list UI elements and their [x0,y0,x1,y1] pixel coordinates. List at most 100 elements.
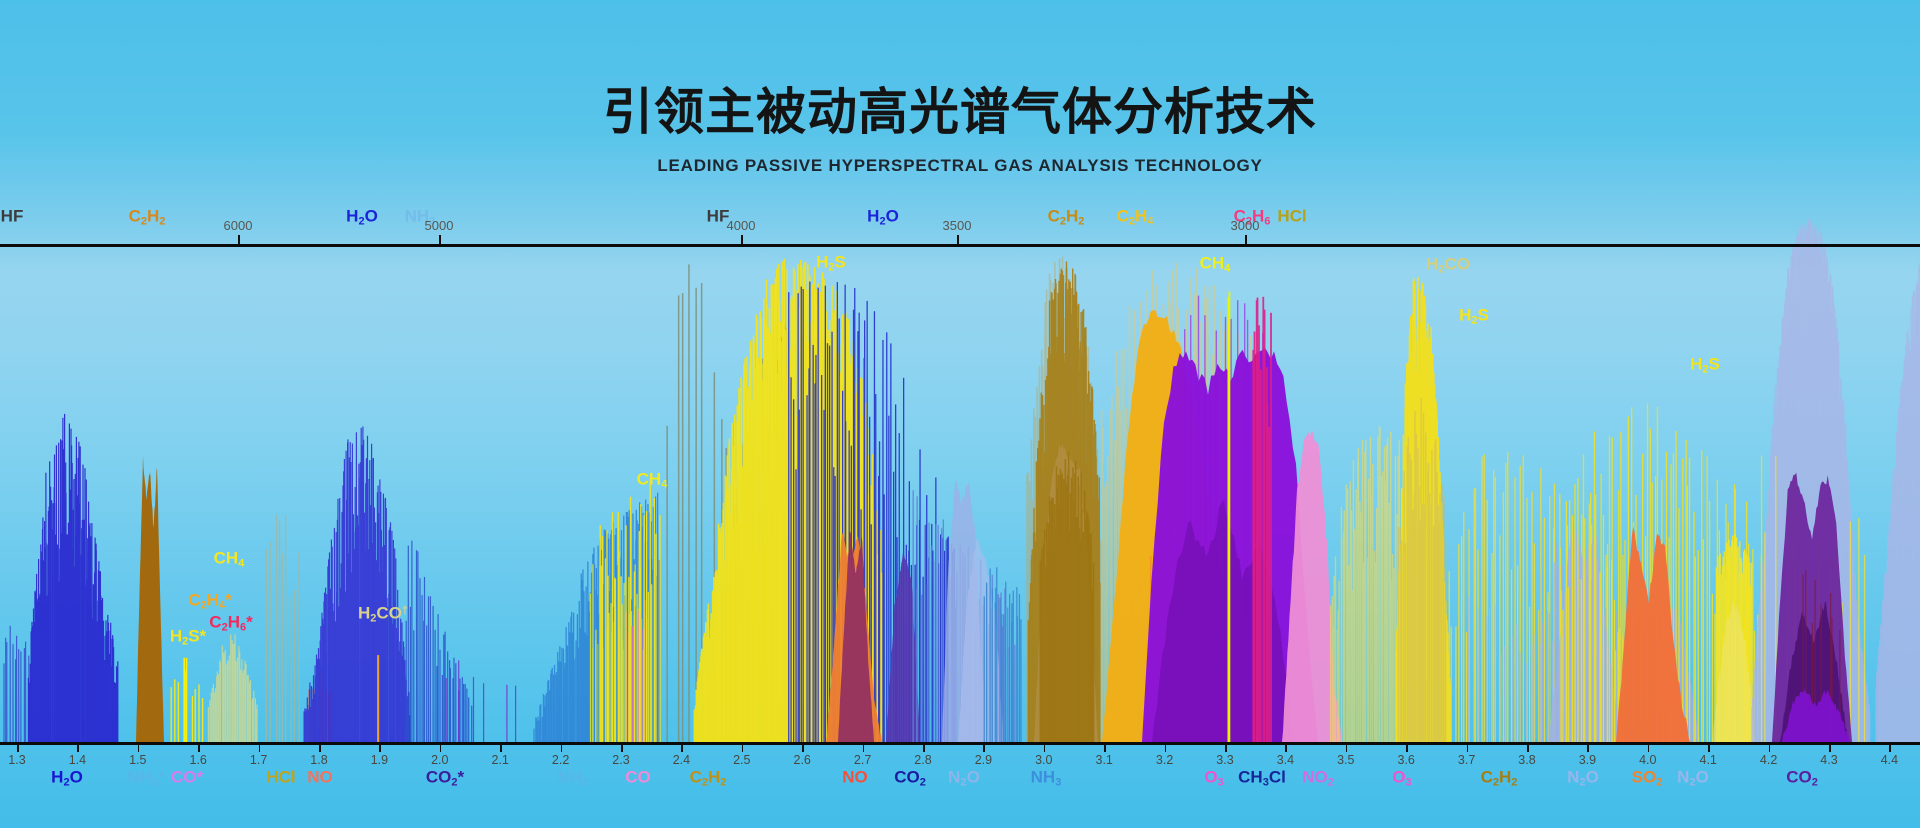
wavelength-tick [1345,745,1348,752]
wavelength-tick-label: 3.4 [1276,753,1295,767]
wavelength-tick [1466,745,1469,752]
wavelength-tick-label: 1.6 [189,753,207,767]
wavelength-tick-label: 4.1 [1699,753,1717,767]
band-lavender-sparse [1468,596,1558,742]
wavenumber-tick-label: 4000 [726,218,756,233]
chart-gas-label-C2H4: C2H4* [188,590,232,612]
wavenumber-tick-label: 3000 [1230,218,1260,233]
band-gray-green-talls [265,514,300,742]
chart-gas-label-H2S: H2S [816,252,846,274]
band-h2o-1.4 [27,413,119,742]
band-h2o-blue-talls [788,281,957,742]
wavelength-tick [1104,745,1106,752]
wavelength-tick-label: 2.9 [974,753,993,767]
chart-gas-label-CH4: CH4 [636,469,668,491]
wavelength-tick [1225,745,1227,752]
wavelength-tick [862,745,865,752]
chart-gas-label-H2S: H2S* [169,626,207,648]
wavelength-tick [1768,745,1771,752]
wavenumber-tick [1245,235,1247,244]
top-gas-label-HCl: HCl [1277,206,1307,226]
bottom-gas-label-NO2: NO2 [1302,767,1334,789]
band-magenta-streaks [1252,296,1272,742]
bottom-gas-label-NH3: NH3 [1030,767,1062,789]
wavelength-tick-label: 3.7 [1457,753,1476,767]
wavelength-tick [1406,745,1408,752]
wavenumber-tick-label: 3500 [942,218,972,233]
bottom-gas-label-NH3: NH3* [127,767,165,789]
band-pink-blob [1282,430,1342,742]
wavelength-tick-label: 1.3 [8,753,26,767]
wavenumber-tick [957,235,959,244]
wavenumber-tick [741,235,743,244]
top-gas-label-C2H6: C2H6 [1233,206,1271,228]
band-steel-lines2 [983,567,1022,742]
wavelength-tick-label: 3.2 [1155,753,1174,767]
wavelength-tick-label: 1.8 [310,753,328,767]
wavelength-tick [621,745,623,752]
wavelength-tick [741,745,744,752]
wavelength-tick-label: 2.7 [853,753,872,767]
bottom-gas-label-N2O: N2O [1567,767,1599,789]
bottom-gas-label-CO: CO* [170,767,204,787]
bottom-gas-label-SO2: SO2 [1631,767,1663,789]
wavelength-tick-label: 2.0 [431,753,449,767]
band-khaki-overlay [1397,398,1447,742]
band-maroon-thins [1802,569,1841,742]
band-edge-right-periwinkle [1875,265,1920,742]
bottom-gas-label-NH3: NH3 [557,767,589,789]
wavelength-tick-label: 4.0 [1639,753,1657,767]
bottom-gas-label-N2O: N2O [948,767,980,789]
bottom-gas-label-NO: NO [307,767,333,787]
bottom-gas-label-N2O: N2O [1677,767,1709,789]
page-title: 引领主被动高光谱气体分析技术 [603,84,1317,140]
band-goldenrod-core [1039,451,1095,742]
wavelength-tick-label: 3.0 [1035,753,1053,767]
wavelength-tick-label: 3.1 [1095,753,1113,767]
wavelength-tick [1587,745,1589,752]
wavelength-tick [500,745,502,752]
wavelength-tick-label: 3.8 [1518,753,1536,767]
wavelength-tick [1829,745,1831,752]
wavelength-tick [1285,745,1287,752]
band-c2h6-pale-green [207,634,258,742]
bottom-gas-label-H2O: H2O [51,767,83,789]
band-plum-humps [838,531,874,742]
chart-gas-label-H2CO: H2CO† [357,603,409,625]
band-yellow-midleft [1329,425,1400,742]
band-purple-thins [445,660,517,742]
wavelength-tick-label: 3.6 [1397,753,1415,767]
top-gas-label-H2O: H2O [346,206,378,228]
wavelength-tick [319,745,321,752]
chart-gas-label-C2H6: C2H6* [209,612,253,634]
wavelength-tick [802,745,804,752]
wavelength-tick [379,745,381,752]
band-yellow-patch [1715,534,1753,742]
wavenumber-tick-label: 5000 [424,218,454,233]
wavelength-tick-label: 3.5 [1337,753,1355,767]
bottom-gas-label-O3: O3 [1204,767,1224,789]
bottom-gas-label-CO2: CO2* [425,767,465,789]
wavelength-tick-label: 2.8 [914,753,932,767]
wavelength-tick-label: 2.2 [551,753,570,767]
wavenumber-tick [439,235,441,244]
wavelength-tick [439,745,442,752]
bottom-gas-label-CH3Cl: CH3Cl [1238,767,1286,789]
wavelength-tick [198,745,200,752]
wavelength-tick [1708,745,1710,752]
wavelength-tick-label: 4.3 [1820,753,1838,767]
wavelength-tick [560,745,563,752]
top-gas-label-NH3: NH3 [404,206,436,228]
bottom-gas-label-NO: NO [842,767,868,787]
wavelength-tick-label: 1.4 [68,753,87,767]
wavelength-tick-label: 2.1 [491,753,509,767]
wavelength-tick [1647,745,1650,752]
band-orange-line [377,655,380,742]
chart-gas-label-CH4: CH4 [1199,253,1231,275]
bottom-gas-label-O3: O3 [1392,767,1412,789]
band-h2s-star-tall [183,657,188,742]
band-pale-yellow-haze2 [1712,597,1756,742]
wavelength-tick-label: 3.9 [1578,753,1597,767]
band-co2-star-blue [405,540,473,742]
